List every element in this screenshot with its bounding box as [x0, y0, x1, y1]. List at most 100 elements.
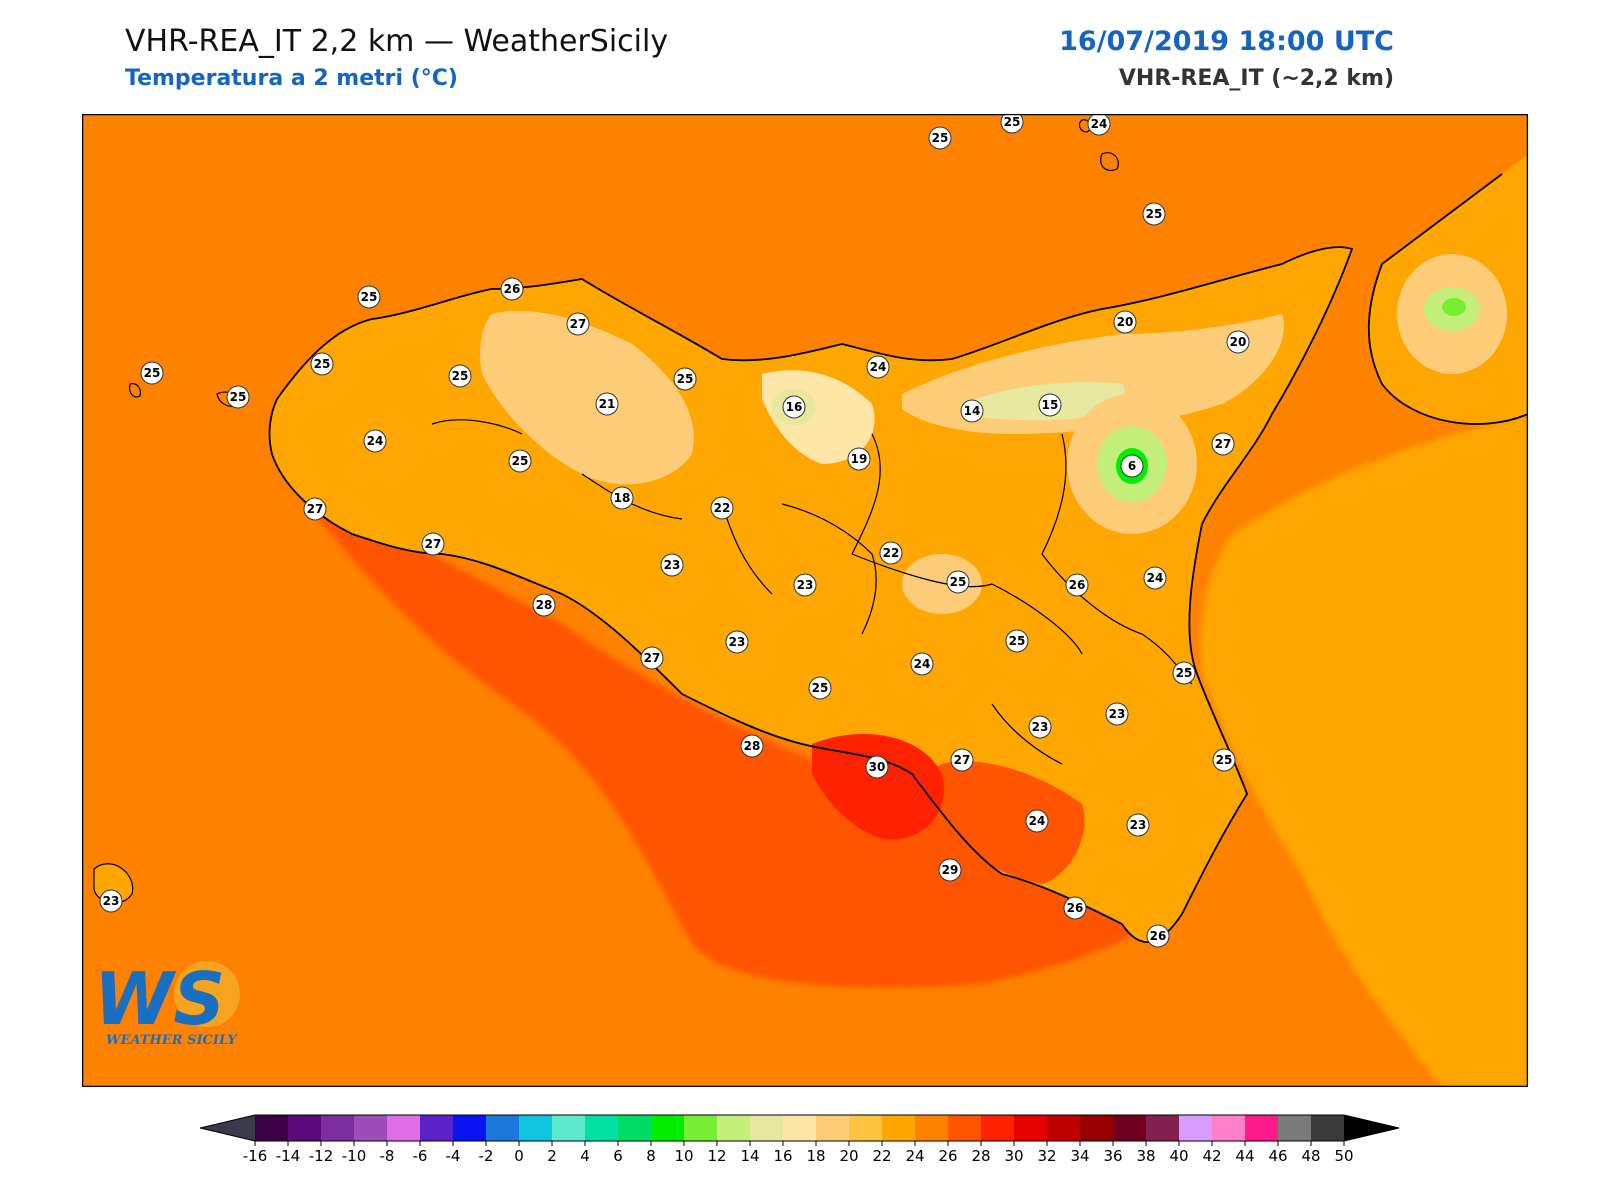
station-dot — [1028, 715, 1052, 739]
station-marker: 25 — [1000, 114, 1024, 134]
colorbar-cell — [882, 1115, 915, 1141]
ionian-sea-zone — [1200, 414, 1528, 1087]
station-value: 24 — [914, 657, 931, 671]
weathersicily-logo: WS WEATHER SICILY — [94, 957, 240, 1048]
station-value: 25 — [1146, 207, 1163, 221]
colorbar-tick-label: 10 — [674, 1147, 693, 1165]
station-value: 27 — [307, 502, 324, 516]
colorbar-cell — [585, 1115, 618, 1141]
station-value: 15 — [1042, 398, 1059, 412]
station-value: 25 — [144, 366, 161, 380]
station-dot — [1212, 748, 1236, 772]
station-dot — [1142, 202, 1166, 226]
station-dot — [910, 652, 934, 676]
station-value: 26 — [1067, 901, 1084, 915]
colorbar-cell — [750, 1115, 783, 1141]
colorbar-tick-label: 42 — [1202, 1147, 1221, 1165]
station-marker: 25 — [1005, 629, 1029, 653]
station-value: 25 — [512, 454, 529, 468]
station-value: 25 — [950, 575, 967, 589]
station-dot — [595, 392, 619, 416]
station-value: 24 — [1091, 117, 1108, 131]
station-marker: 25 — [673, 367, 697, 391]
colorbar-tick-label: 36 — [1103, 1147, 1122, 1165]
station-value: 25 — [452, 369, 469, 383]
station-value: 25 — [314, 357, 331, 371]
station-dot — [421, 532, 445, 556]
station-value: 25 — [1004, 115, 1021, 129]
station-marker: 27 — [1211, 432, 1235, 456]
station-dot — [1065, 573, 1089, 597]
central-interior — [902, 554, 982, 614]
station-value: 16 — [786, 400, 803, 414]
station-value: 14 — [964, 404, 981, 418]
colorbar-tick-label: 20 — [839, 1147, 858, 1165]
station-dot — [1226, 330, 1250, 354]
station-marker: 25 — [508, 449, 532, 473]
colorbar-tick-label: 34 — [1070, 1147, 1089, 1165]
station-dot — [673, 367, 697, 391]
station-marker: 23 — [793, 573, 817, 597]
station-marker: 27 — [640, 646, 664, 670]
colorbar-cell — [354, 1115, 387, 1141]
calabria-coastline — [1367, 173, 1528, 425]
station-dot — [1000, 114, 1024, 134]
station-dot — [532, 593, 556, 617]
station-dot — [938, 858, 962, 882]
station-value: 25 — [1009, 634, 1026, 648]
colorbar-cell — [684, 1115, 717, 1141]
sicily-coastline — [268, 246, 1354, 943]
station-value: 6 — [1128, 459, 1136, 473]
station-dot — [1005, 629, 1029, 653]
colorbar-cell — [519, 1115, 552, 1141]
station-value: 23 — [729, 635, 746, 649]
station-value: 20 — [1117, 315, 1134, 329]
station-marker: 25 — [946, 570, 970, 594]
station-marker: 24 — [1087, 114, 1111, 136]
colorbar-cell — [651, 1115, 684, 1141]
station-dot — [740, 734, 764, 758]
station-dot — [950, 748, 974, 772]
station-marker: 27 — [950, 748, 974, 772]
colorbar-tick-label: 46 — [1268, 1147, 1287, 1165]
colorbar-cell — [1179, 1115, 1212, 1141]
station-dot — [357, 285, 381, 309]
station-dot — [303, 497, 327, 521]
colorbar-tick-label: 4 — [580, 1147, 590, 1165]
colorbar-tick-label: -12 — [309, 1147, 334, 1165]
station-marker: 25 — [226, 385, 250, 409]
station-marker: 6 — [1120, 454, 1144, 478]
colorbar-tick-label: -10 — [342, 1147, 367, 1165]
station-dot — [226, 385, 250, 409]
station-value: 27 — [1215, 437, 1232, 451]
station-marker: 27 — [566, 312, 590, 336]
colorbar-cell — [453, 1115, 486, 1141]
station-marker: 22 — [879, 541, 903, 565]
colorbar-cell — [816, 1115, 849, 1141]
station-value: 27 — [570, 317, 587, 331]
station-value: 27 — [425, 537, 442, 551]
warm-sea-zone — [282, 469, 1172, 988]
station-value: 23 — [1032, 720, 1049, 734]
station-labels: 25 25 24 25 25 26 27 25 25 25 25 20 20 24 21 25 16 14 15 24… — [99, 114, 1250, 948]
model-name: VHR-REA_IT (~2,2 km) — [1118, 66, 1394, 91]
station-value: 24 — [367, 434, 384, 448]
station-dot — [500, 277, 524, 301]
colorbar-tick-label: 32 — [1037, 1147, 1056, 1165]
station-value: 25 — [1176, 666, 1193, 680]
station-marker: 23 — [1028, 715, 1052, 739]
station-value: 25 — [932, 131, 949, 145]
colorbar-cell — [948, 1115, 981, 1141]
station-value: 24 — [870, 360, 887, 374]
colorbar-cell — [552, 1115, 585, 1141]
station-value: 25 — [230, 390, 247, 404]
station-dot — [1172, 661, 1196, 685]
station-value: 29 — [942, 863, 959, 877]
colorbar-cell — [618, 1115, 651, 1141]
colorbar-cell — [1146, 1115, 1179, 1141]
station-dot — [782, 395, 806, 419]
station-value: 25 — [361, 290, 378, 304]
station-dot — [1113, 310, 1137, 334]
station-dot — [710, 496, 734, 520]
temperature-colorbar: -16 -14 -12 -10 -8 -6 -4 -2 0 2 4 6 8 10 12 14 16 18 20 22 2… — [200, 1114, 1400, 1165]
